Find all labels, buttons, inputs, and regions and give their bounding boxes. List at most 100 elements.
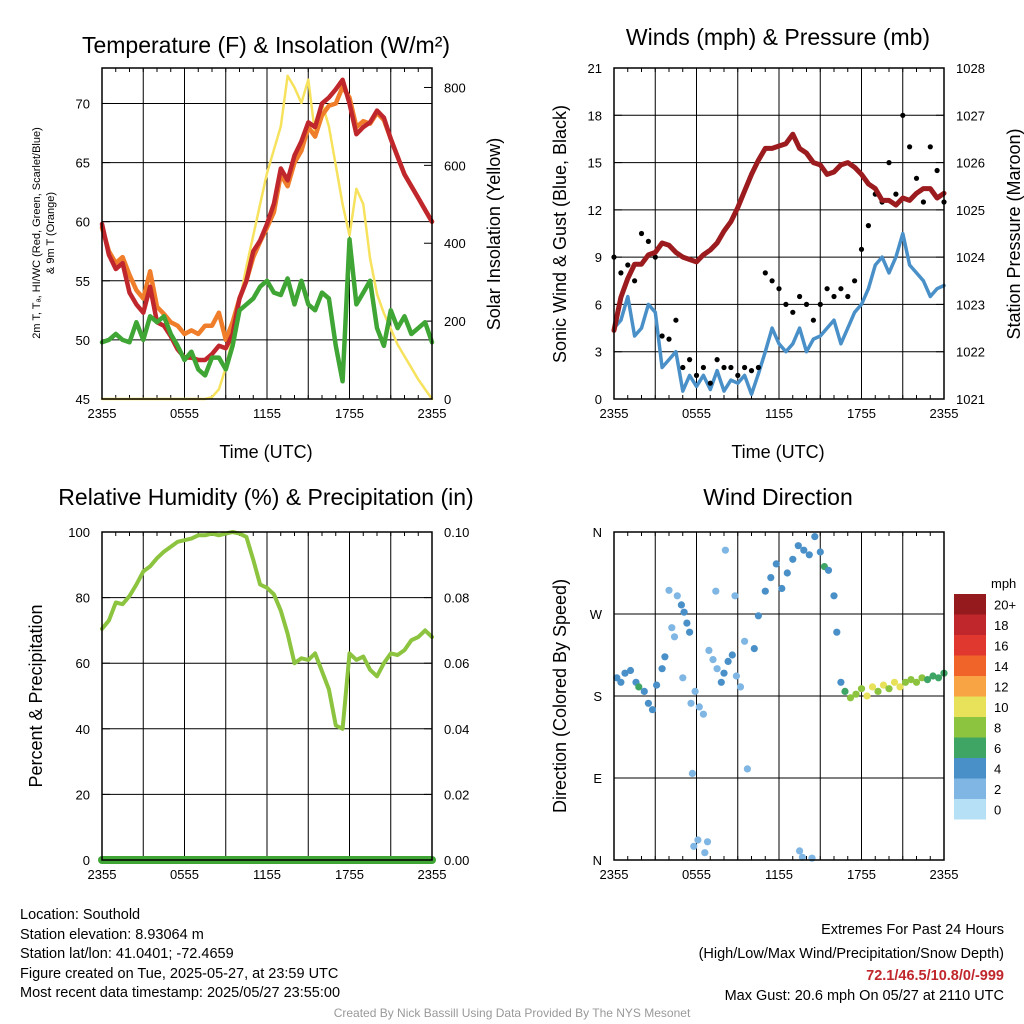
wind-ytick-label-right: 1023	[956, 297, 985, 312]
dir-xtick-label: 0555	[682, 867, 711, 882]
dir-point	[736, 683, 745, 691]
dir-xtick-label: 2355	[930, 867, 959, 882]
dir-point	[833, 628, 841, 636]
wind-gust-point	[893, 191, 899, 197]
wind-series-sonic_wind	[612, 231, 946, 397]
wind-gust-point	[707, 380, 713, 386]
rh-plot-border	[101, 531, 433, 861]
wind-gust-point	[817, 301, 823, 307]
dir-point	[837, 678, 845, 686]
extremes-heading: Extremes For Past 24 Hours	[821, 922, 1004, 938]
dir-point	[644, 699, 653, 707]
wind-ytick-label-right: 1022	[956, 345, 985, 360]
temp-panel-title: Temperature (F) & Insolation (W/m²)	[82, 32, 450, 58]
dir-point	[732, 672, 741, 680]
dir-point	[741, 637, 749, 645]
wind-gust-point	[920, 199, 927, 205]
dir-point	[665, 586, 673, 594]
legend-swatch	[954, 737, 986, 758]
legend-label: 12	[994, 679, 1008, 694]
dir-point	[724, 657, 732, 666]
dir-ytick-label-left: N	[593, 853, 602, 868]
max-gust: Max Gust: 20.6 mph On 05/27 at 2110 UTC	[724, 988, 1004, 1004]
dir-point	[703, 838, 712, 846]
wind-gust-point	[666, 336, 672, 342]
dir-point	[896, 683, 904, 691]
temp-ytick-label-left: 70	[76, 96, 90, 111]
wind-gust-point	[632, 278, 638, 284]
wind-gust-point	[886, 160, 892, 166]
dir-point	[890, 678, 899, 686]
temp-ytick-label-left: 60	[76, 215, 90, 230]
dir-point	[673, 592, 681, 600]
temp-ytick-label-right: 0	[444, 392, 451, 407]
dir-point	[789, 555, 797, 563]
wind-ytick-label-right: 1026	[956, 156, 985, 171]
rh-ytick-label-right: 0.04	[444, 722, 469, 737]
dir-point	[846, 694, 855, 702]
dir-point	[934, 674, 943, 682]
wind-gust-point	[638, 230, 645, 237]
dir-point	[874, 687, 882, 696]
rh-panel-title: Relative Humidity (%) & Precipitation (i…	[58, 484, 473, 510]
station-latlon: Station lat/lon: 41.0401; -72.4659	[20, 946, 234, 962]
dir-point	[857, 685, 866, 693]
wind-gust-point	[762, 270, 768, 276]
wind-gust-point	[810, 317, 817, 323]
rh-xtick-label: 2355	[88, 867, 117, 882]
wind-gust-point	[735, 372, 741, 378]
wind-xtick-label: 2355	[600, 406, 629, 421]
dir-point	[617, 678, 625, 686]
dir-point	[653, 681, 661, 689]
legend-label: 6	[994, 741, 1001, 756]
dir-point	[728, 651, 736, 659]
wind-ylabel-left: Sonic Wind & Gust (Blue, Black)	[550, 105, 570, 363]
dir-point	[694, 836, 702, 844]
legend-swatch	[954, 614, 986, 635]
dir-xtick-label: 1155	[765, 867, 793, 882]
wind-ytick-label-left: 15	[588, 156, 602, 171]
dir-point	[811, 533, 819, 541]
station-elevation: Station elevation: 8.93064 m	[20, 926, 204, 943]
temp-xtick-label: 1755	[335, 406, 364, 421]
dir-panel-title: Wind Direction	[703, 484, 853, 510]
wind-gust-point	[680, 364, 686, 371]
dir-point	[923, 676, 932, 684]
dir-xtick-label: 2355	[600, 867, 629, 882]
dir-point	[830, 592, 838, 600]
wind-ytick-label-right: 1028	[956, 61, 985, 76]
wind-gust-point	[865, 223, 872, 229]
legend-label: 10	[994, 700, 1008, 715]
dir-ytick-label-left: W	[590, 607, 603, 622]
temp-ytick-label-left: 65	[76, 156, 90, 171]
wind-ytick-label-left: 6	[595, 297, 602, 312]
wind-gust-point	[714, 357, 720, 363]
temp-ytick-label-right: 800	[444, 80, 466, 95]
wind-ytick-label-left: 3	[595, 345, 602, 360]
legend-label: 0	[994, 802, 1001, 817]
extremes-box: Extremes For Past 24 Hours (High/Low/Max…	[699, 918, 1004, 1006]
dir-point	[721, 546, 730, 554]
wind-xtick-label: 0555	[682, 406, 711, 421]
wind-gust-point	[803, 301, 810, 307]
dir-point	[691, 687, 699, 696]
wind-xtick-label: 1155	[765, 406, 793, 421]
temp-series-green	[99, 237, 435, 384]
temp-xtick-label: 1155	[253, 406, 281, 421]
dir-ylabel-left: Direction (Colored By Speed)	[550, 579, 570, 813]
legend-label: 14	[994, 659, 1008, 674]
wind-xtick-label: 1755	[847, 406, 876, 421]
dir-point	[680, 608, 688, 616]
plot-layer: 2355 0555 1155 1755 235545505560657002004006…	[68, 61, 1016, 882]
dir-ytick-label-left: S	[593, 689, 602, 704]
dir-point	[690, 842, 698, 850]
rh-ytick-label-right: 0.06	[444, 656, 469, 671]
dir-point	[658, 665, 666, 673]
dir-point	[772, 560, 780, 568]
wind-ytick-label-left: 12	[588, 203, 602, 218]
wind-gust-point	[700, 364, 707, 371]
wind-ytick-label-right: 1025	[956, 203, 985, 218]
wind-ytick-label-left: 0	[595, 392, 602, 407]
dir-point	[713, 665, 721, 673]
wind-gust-point	[673, 317, 679, 323]
